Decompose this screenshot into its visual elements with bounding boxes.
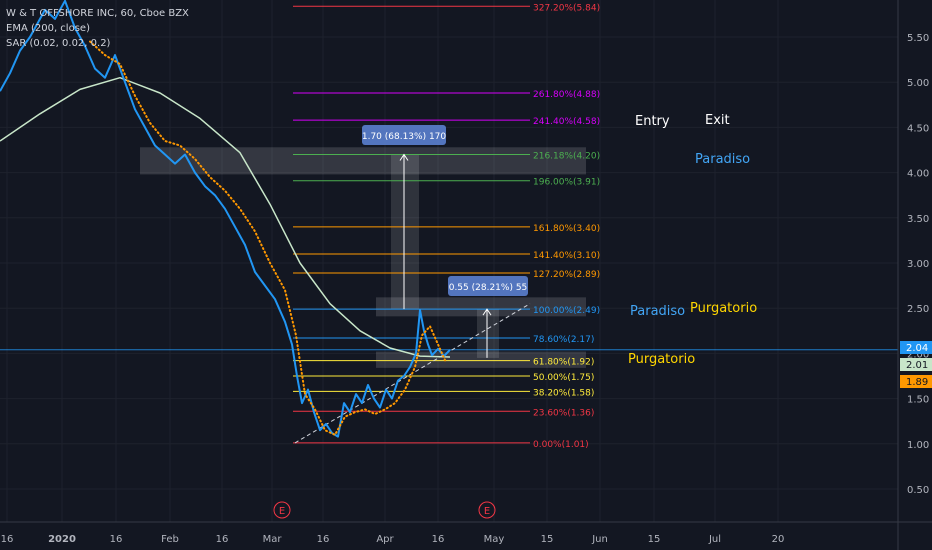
series-price: [0, 0, 451, 438]
fib-level-label: 127.20%(2.89): [533, 270, 600, 280]
measure-label-box: [362, 125, 446, 145]
fib-level-label: 327.20%(5.84): [533, 3, 600, 13]
x-tick-label: 16: [216, 534, 229, 545]
series-sar: [89, 40, 447, 436]
fib-level-label: 38.20%(1.58): [533, 388, 594, 398]
x-tick-label: Apr: [376, 534, 394, 545]
fib-level-label: 0.00%(1.01): [533, 440, 589, 450]
y-tick-label: 1.00: [907, 440, 929, 451]
y-tick-label: 2.50: [907, 304, 929, 315]
x-tick-label: 2020: [48, 534, 76, 545]
x-tick-label: Jul: [708, 534, 721, 545]
measure-band-small: [477, 309, 499, 358]
price-scale-labels: 2.04 2.01 1.89: [900, 341, 932, 388]
last-price-value: 2.04: [906, 343, 928, 354]
last-price-badge: [900, 341, 932, 354]
annotations: Entry Exit Paradiso Paradiso Purgatorio …: [628, 113, 757, 367]
ema-value: 2.01: [906, 360, 928, 371]
mid-zone: [376, 297, 586, 317]
earnings-marker-may[interactable]: E: [478, 501, 496, 519]
measure-label: 0.55 (28.21%) 55: [449, 283, 528, 293]
sar-value: 1.89: [906, 377, 928, 388]
x-tick-label: 16: [317, 534, 330, 545]
x-tick-label: Feb: [161, 534, 179, 545]
fib-level-label: 161.80%(3.40): [533, 224, 600, 234]
y-tick-label: 0.50: [907, 485, 929, 496]
grid: [0, 0, 898, 522]
x-tick-label: 16: [110, 534, 123, 545]
y-tick-label: 2.00: [907, 349, 929, 360]
x-tick-label: 15: [648, 534, 661, 545]
measurements: 1.70 (68.13%) 170 0.55 (28.21%) 55: [362, 125, 528, 358]
annotation-purgatorio-mid: Purgatorio: [690, 301, 757, 316]
fib-level-label: 23.60%(1.36): [533, 408, 594, 418]
measure-arrow-head: [482, 308, 492, 316]
fib-level-label: 50.00%(1.75): [533, 373, 594, 383]
fib-level-label: 241.40%(4.58): [533, 117, 600, 127]
annotation-entry: Entry: [635, 114, 670, 129]
fib-level-label: 216.18%(4.20): [533, 152, 600, 162]
earnings-marker-mar[interactable]: E: [273, 501, 291, 519]
y-tick-label: 3.50: [907, 214, 929, 225]
x-tick-label: 16: [1, 534, 14, 545]
annotation-paradiso-mid: Paradiso: [630, 304, 685, 319]
x-tick-label: 16: [432, 534, 445, 545]
y-tick-label: 5.50: [907, 33, 929, 44]
measure-arrow-head: [399, 153, 409, 161]
series-ema: [0, 76, 451, 358]
y-tick-label: 5.00: [907, 78, 929, 89]
x-tick-label: May: [484, 534, 505, 545]
earnings-marker-label: E: [279, 506, 285, 517]
y-tick-label: 4.00: [907, 169, 929, 180]
earnings-marker-label: E: [484, 506, 490, 517]
chart-legend: W & T OFFSHORE INC, 60, Cboe BZX EMA (20…: [6, 6, 189, 51]
y-tick-label: 3.00: [907, 259, 929, 270]
measure-label: 1.70 (68.13%) 170: [362, 132, 447, 142]
fib-level-label: 78.60%(2.17): [533, 335, 594, 345]
x-tick-label: 20: [772, 534, 785, 545]
legend-ema[interactable]: EMA (200, close): [6, 23, 90, 34]
fib-level-label: 141.40%(3.10): [533, 251, 600, 261]
x-tick-label: Jun: [591, 534, 608, 545]
legend-title[interactable]: W & T OFFSHORE INC, 60, Cboe BZX: [6, 8, 189, 19]
measure-label-box: [448, 276, 528, 296]
measure-band-big: [391, 154, 419, 310]
annotation-exit: Exit: [705, 113, 730, 128]
sar-value-badge: [900, 375, 932, 388]
paradiso-zone: [140, 147, 586, 175]
earnings-markers[interactable]: E E: [273, 501, 496, 519]
fib-level-label: 196.00%(3.91): [533, 178, 600, 188]
legend-sar[interactable]: SAR (0.02, 0.02, 0.2): [6, 38, 111, 49]
x-tick-label: Mar: [263, 534, 283, 545]
series: [0, 0, 451, 438]
fib-level-label: 100.00%(2.49): [533, 306, 600, 316]
ema-value-badge: [900, 358, 932, 371]
fib-level-label: 61.80%(1.92): [533, 358, 594, 368]
y-tick-label: 4.50: [907, 123, 929, 134]
fib-level-label: 261.80%(4.88): [533, 90, 600, 100]
y-tick-label: 1.50: [907, 395, 929, 406]
x-tick-label: 15: [541, 534, 554, 545]
annotation-paradiso-top: Paradiso: [695, 152, 750, 167]
annotation-purgatorio-low: Purgatorio: [628, 352, 695, 367]
